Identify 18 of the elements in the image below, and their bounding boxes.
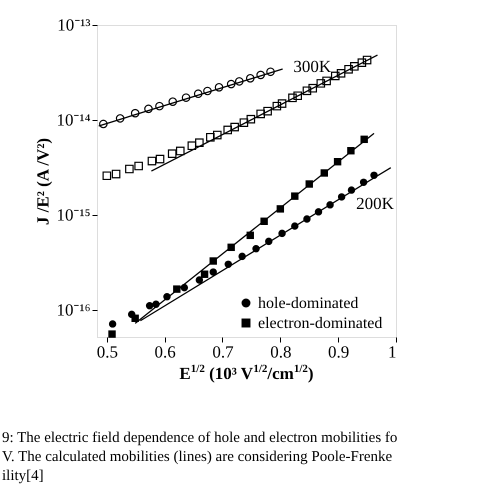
text: 9: The electric field dependence of hole and electron mobilities fo: [2, 430, 398, 446]
y-tick-label: 10⁻¹⁴: [56, 110, 91, 130]
x-tick-label: 0.7: [212, 342, 234, 362]
text: V. The calculated mobilities (lines) are considering Poole-Frenke: [2, 449, 393, 465]
text: ility[4]: [2, 468, 44, 484]
x-tick-label: 0.8: [270, 342, 292, 362]
annotation: 200K: [356, 194, 395, 213]
x-tick-label: 0.6: [154, 342, 176, 362]
annotation: 300K: [293, 57, 332, 76]
legend-label: hole-dominated: [258, 295, 358, 312]
y-tick-label: 10⁻¹³: [57, 16, 90, 34]
x-tick-label: 1: [388, 342, 396, 362]
legend-label: electron-dominated: [258, 315, 382, 332]
x-tick-label: 0.5: [96, 342, 118, 362]
y-tick-label: 10⁻¹⁶: [56, 300, 91, 320]
y-tick-label: 10⁻¹⁵: [56, 206, 91, 225]
y-axis-title: J /E² (A /V²): [33, 138, 52, 226]
x-tick-label: 0.9: [328, 342, 350, 362]
